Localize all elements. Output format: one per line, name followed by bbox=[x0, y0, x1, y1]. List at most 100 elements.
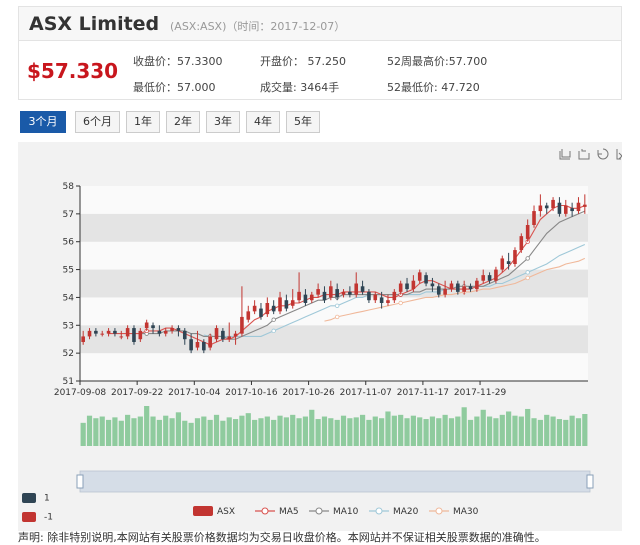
candle-body bbox=[227, 336, 232, 340]
volume-bar bbox=[194, 418, 201, 446]
candle-body bbox=[411, 280, 416, 290]
volume-bar bbox=[391, 415, 397, 446]
candle-body bbox=[481, 275, 486, 281]
candle-body bbox=[468, 286, 473, 290]
legend-swatch bbox=[193, 506, 213, 516]
candle-body bbox=[373, 294, 378, 301]
icon-stroke bbox=[559, 149, 571, 160]
candle-body bbox=[506, 261, 511, 264]
tab-4-years[interactable]: 4年 bbox=[246, 111, 280, 133]
candle-body bbox=[570, 208, 574, 212]
candle-body bbox=[551, 199, 555, 209]
data-zoom-icon[interactable] bbox=[559, 149, 571, 160]
volume-bar bbox=[207, 419, 213, 446]
candle-body bbox=[424, 275, 428, 284]
candle-body bbox=[341, 291, 346, 295]
volume-bar bbox=[220, 420, 226, 446]
candle-body bbox=[443, 289, 447, 295]
candle-body bbox=[290, 300, 295, 306]
tab-3-months[interactable]: 3个月 bbox=[20, 111, 66, 133]
x-tick-label: 2017-10-26 bbox=[282, 388, 335, 398]
ticker-date: (ASX:ASX)（时间：2017-12-07） bbox=[170, 20, 346, 33]
candle-body bbox=[436, 286, 441, 295]
restore-icon[interactable] bbox=[597, 148, 609, 160]
candle-body bbox=[392, 291, 397, 301]
volume-bar bbox=[296, 418, 302, 446]
volume-bar bbox=[563, 419, 569, 446]
candle-body bbox=[284, 300, 289, 309]
y-tick-label: 57 bbox=[63, 210, 74, 220]
chart-panel: 58 57 56 55 54 53 52 51 2017-09-08 2017-09-22 2017… bbox=[18, 142, 623, 531]
volume-bar bbox=[372, 416, 378, 446]
volume-bar bbox=[398, 414, 404, 446]
zoom-reset-icon[interactable] bbox=[578, 149, 590, 160]
grid-band bbox=[80, 241, 588, 270]
candle-body bbox=[240, 316, 244, 334]
icon-stroke bbox=[578, 149, 590, 160]
save-image-icon[interactable] bbox=[616, 149, 623, 160]
candle-body bbox=[538, 205, 543, 212]
volume-bar bbox=[213, 414, 220, 446]
candle-body bbox=[125, 328, 130, 337]
volume-bar bbox=[302, 416, 309, 446]
close-price: 收盘价：57.3300 bbox=[133, 55, 223, 68]
candle-body bbox=[265, 303, 270, 315]
candle-body bbox=[208, 336, 212, 348]
tab-2-years[interactable]: 2年 bbox=[166, 111, 200, 133]
volume-bar bbox=[321, 416, 328, 446]
candle-body bbox=[252, 305, 257, 312]
volume-bar bbox=[175, 412, 182, 446]
volume-bar bbox=[271, 419, 277, 446]
candle-body bbox=[195, 342, 200, 348]
legend-label: MA20 bbox=[393, 507, 419, 517]
legend-marker bbox=[375, 507, 383, 515]
candle-body bbox=[106, 330, 111, 334]
low-52w: 52最低价: 47.720 bbox=[387, 81, 480, 94]
tab-3-years[interactable]: 3年 bbox=[206, 111, 240, 133]
volume-bar bbox=[582, 414, 588, 446]
candle-body bbox=[500, 258, 505, 270]
volume-bar bbox=[480, 409, 486, 446]
volume-bar bbox=[163, 415, 169, 446]
candle-body bbox=[138, 330, 143, 340]
volume-bar bbox=[125, 414, 131, 446]
volume-stat: 成交量: 3464手 bbox=[260, 81, 340, 94]
open-price: 开盘价： 57.250 bbox=[260, 55, 346, 68]
zoom-handle-right[interactable] bbox=[586, 474, 594, 489]
zoom-handle-left[interactable] bbox=[76, 474, 84, 489]
x-tick-label: 2017-09-08 bbox=[54, 388, 107, 398]
ma30-line bbox=[324, 257, 586, 322]
candle-body bbox=[278, 297, 282, 312]
candle-body bbox=[563, 205, 568, 214]
x-tick-label: 2017-10-16 bbox=[225, 388, 278, 398]
volume-bar bbox=[232, 419, 239, 446]
candle-body bbox=[119, 336, 124, 338]
volume-bar bbox=[575, 418, 582, 446]
volume-bar bbox=[277, 415, 283, 446]
legend-label: MA10 bbox=[333, 507, 359, 517]
high-52w: 52周最高价:57.700 bbox=[387, 55, 488, 68]
volume-bar bbox=[105, 419, 112, 446]
volume-bar bbox=[467, 419, 474, 446]
candle-body bbox=[417, 272, 422, 281]
volume-bar bbox=[340, 415, 347, 446]
ma10-point bbox=[271, 317, 276, 322]
ma30-point bbox=[525, 275, 530, 281]
tab-1-year[interactable]: 1年 bbox=[126, 111, 160, 133]
y-tick-label: 56 bbox=[63, 238, 75, 248]
legend-label: ASX bbox=[217, 507, 235, 517]
tab-6-months[interactable]: 6个月 bbox=[75, 111, 120, 133]
ma10-point bbox=[525, 256, 530, 261]
zoom-slider[interactable] bbox=[79, 470, 591, 493]
ma20-point bbox=[271, 328, 276, 334]
candle-body bbox=[170, 328, 174, 331]
volume-bar bbox=[506, 411, 512, 446]
volume-bar bbox=[112, 417, 118, 446]
y-tick-label: 54 bbox=[63, 293, 75, 303]
volume-bar bbox=[93, 418, 99, 446]
volume-bar bbox=[525, 408, 531, 446]
grid-band bbox=[80, 213, 588, 242]
tab-5-years[interactable]: 5年 bbox=[286, 111, 320, 133]
volume-bar bbox=[353, 417, 359, 446]
